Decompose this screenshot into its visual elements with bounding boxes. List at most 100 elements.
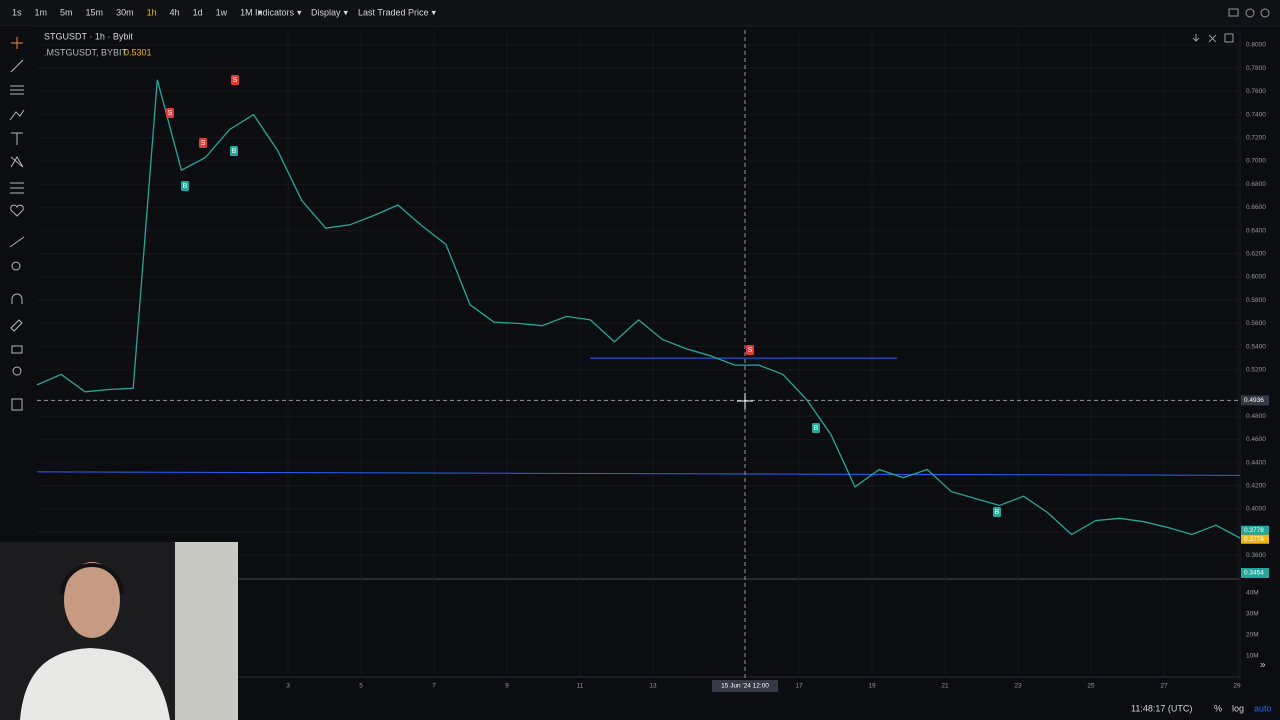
crosshair-price-label: 0.4936 bbox=[1244, 397, 1264, 404]
trendline-tool[interactable] bbox=[10, 59, 24, 73]
price-tick-label: 0.5800 bbox=[1246, 297, 1266, 304]
crosshair-price-box bbox=[1241, 395, 1269, 406]
signal-badge bbox=[166, 108, 174, 118]
time-tick-label: 21 bbox=[941, 683, 949, 690]
price-tick-label: 0.7600 bbox=[1246, 88, 1266, 95]
auto-toggle[interactable]: auto bbox=[1254, 703, 1272, 713]
drawn-line bbox=[36, 471, 1241, 476]
hide-tool[interactable] bbox=[12, 366, 22, 376]
webcam-head bbox=[64, 562, 120, 638]
interval-dropdown: ▾ bbox=[258, 7, 263, 17]
time-tick-label: 23 bbox=[1014, 683, 1022, 690]
signal-label: B bbox=[995, 509, 1000, 516]
pane-icons[interactable] bbox=[1192, 34, 1217, 43]
crosshair-cursor bbox=[737, 393, 753, 409]
text-tool[interactable] bbox=[11, 132, 23, 145]
time-tick-label: 7 bbox=[432, 683, 436, 690]
delete-tool[interactable] bbox=[11, 398, 23, 411]
fullscreen-icon[interactable] bbox=[1260, 8, 1270, 18]
price-tick-label: 0.7400 bbox=[1246, 111, 1266, 118]
volume-tick-label: 30M bbox=[1246, 610, 1259, 617]
compare-value: 0.5301 bbox=[124, 47, 152, 57]
stay-drawing-tool[interactable] bbox=[10, 319, 23, 332]
webcam-headphones bbox=[60, 563, 124, 596]
price-label: 0.3778 bbox=[1244, 536, 1264, 543]
menu-button[interactable]: Display bbox=[311, 7, 341, 17]
fib-tool[interactable] bbox=[10, 85, 24, 95]
signal-badge bbox=[993, 507, 1001, 517]
magnet-tool[interactable] bbox=[11, 293, 23, 304]
settings-icon[interactable] bbox=[1245, 8, 1255, 18]
price-tick-label: 0.5600 bbox=[1246, 320, 1266, 327]
price-tick-label: 0.6600 bbox=[1246, 204, 1266, 211]
crosshair-time-label: 15 Jun '24 12:00 bbox=[721, 683, 769, 690]
volume-tick-label: 20M bbox=[1246, 631, 1259, 638]
time-tick-label: 17 bbox=[795, 683, 803, 690]
price-tick-label: 0.6400 bbox=[1246, 227, 1266, 234]
forecast-tool[interactable] bbox=[10, 182, 24, 194]
footer: 11:48:17 (UTC) % log auto bbox=[1131, 703, 1272, 713]
lock-tool[interactable] bbox=[11, 345, 23, 354]
time-tick-label: 5 bbox=[359, 683, 363, 690]
price-tick-label: 0.3600 bbox=[1246, 552, 1266, 559]
brush-tool[interactable] bbox=[9, 109, 25, 121]
price-tick-label: 0.6800 bbox=[1246, 181, 1266, 188]
price-label-box bbox=[1241, 534, 1269, 544]
camera-icon[interactable] bbox=[1228, 8, 1239, 17]
interval-button[interactable]: 1w bbox=[216, 7, 228, 17]
menu-button[interactable]: Last Traded Price bbox=[358, 7, 429, 17]
log-toggle[interactable]: log bbox=[1232, 703, 1244, 713]
interval-button[interactable]: 1h bbox=[147, 7, 157, 17]
time-tick-label: 27 bbox=[1160, 683, 1168, 690]
clock: 11:48:17 (UTC) bbox=[1131, 703, 1192, 713]
compare-symbol: .MSTGUSDT, BYBIT bbox=[44, 47, 128, 57]
webcam-shirt bbox=[20, 648, 170, 720]
time-tick-label: 13 bbox=[649, 683, 657, 690]
signal-label: S bbox=[233, 77, 238, 84]
price-tick-label: 0.6000 bbox=[1246, 274, 1266, 281]
interval-button[interactable]: 1m bbox=[35, 7, 48, 17]
interval-button[interactable]: 4h bbox=[170, 7, 180, 17]
signal-badge bbox=[746, 345, 754, 355]
crosshair-time-box bbox=[712, 680, 778, 692]
pattern-tool[interactable] bbox=[10, 156, 24, 168]
zoom-tool[interactable] bbox=[11, 261, 21, 271]
drawing-tools bbox=[9, 37, 25, 411]
webcam-door bbox=[175, 542, 238, 720]
price-label: 0.3778 bbox=[1244, 527, 1264, 534]
signal-badge bbox=[230, 146, 238, 156]
ruler-tool[interactable] bbox=[9, 236, 25, 248]
menu-caret: ▾ bbox=[344, 7, 349, 17]
menu-button[interactable]: Indicators bbox=[255, 7, 295, 17]
volume-tick-label: 10M bbox=[1246, 653, 1259, 660]
volume-tick-label: 40M bbox=[1246, 589, 1259, 596]
time-tick-label: 19 bbox=[868, 683, 876, 690]
price-tick-label: 0.7200 bbox=[1246, 134, 1266, 141]
favorites-tool[interactable] bbox=[10, 204, 24, 217]
volume-label: 0.3454 bbox=[1244, 570, 1264, 577]
interval-button[interactable]: 1d bbox=[193, 7, 203, 17]
price-tick-label: 0.4600 bbox=[1246, 436, 1266, 443]
interval-button[interactable]: 5m bbox=[60, 7, 73, 17]
scroll-right[interactable]: » bbox=[1260, 660, 1266, 671]
maximize-icon[interactable] bbox=[1224, 33, 1234, 43]
volume-label-box bbox=[1241, 568, 1269, 578]
signal-label: B bbox=[232, 148, 237, 155]
interval-button[interactable]: 30m bbox=[116, 7, 134, 17]
crosshair-tool[interactable] bbox=[11, 37, 23, 49]
menu-caret: ▾ bbox=[297, 7, 302, 17]
percent-toggle[interactable]: % bbox=[1214, 703, 1222, 713]
price-tick-label: 0.5200 bbox=[1246, 366, 1266, 373]
interval-button[interactable]: 15m bbox=[86, 7, 104, 17]
price-tick-label: 0.4800 bbox=[1246, 413, 1266, 420]
signal-label: S bbox=[201, 140, 206, 147]
time-tick-label: 29 bbox=[1233, 683, 1241, 690]
signal-badge bbox=[199, 138, 207, 148]
time-tick-label: 9 bbox=[505, 683, 509, 690]
signal-badge bbox=[181, 181, 189, 191]
price-tick-label: 0.7800 bbox=[1246, 65, 1266, 72]
interval-button[interactable]: 1s bbox=[12, 7, 22, 17]
time-tick-label: 3 bbox=[286, 683, 290, 690]
symbol-title: STGUSDT · 1h · Bybit bbox=[44, 31, 133, 41]
interval-button[interactable]: 1M bbox=[240, 7, 253, 17]
